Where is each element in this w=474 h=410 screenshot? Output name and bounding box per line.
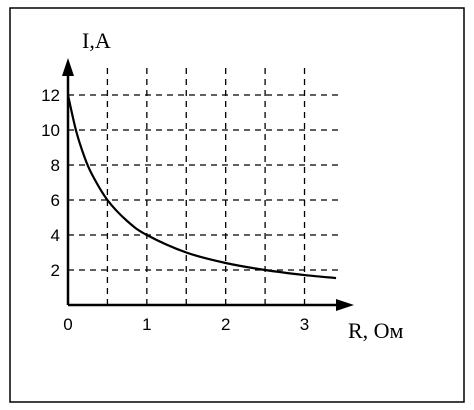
y-tick-label: 8 — [51, 156, 60, 175]
x-axis-label: R, Ом — [348, 318, 404, 343]
y-axis-arrow — [62, 58, 74, 76]
x-tick-label: 3 — [300, 315, 309, 334]
y-tick-label: 2 — [51, 261, 60, 280]
curve — [66, 94, 337, 280]
frame — [9, 7, 465, 403]
x-tick-label: 0 — [63, 315, 72, 334]
x-tick-label: 1 — [142, 315, 151, 334]
y-tick-label: 4 — [51, 226, 60, 245]
grid — [68, 68, 340, 305]
y-tick-label: 12 — [41, 86, 60, 105]
x-tick-label: 2 — [221, 315, 230, 334]
y-tick-label: 10 — [41, 121, 60, 140]
y-axis-label: I,A — [82, 28, 111, 53]
y-tick-label: 6 — [51, 191, 60, 210]
x-axis-arrow — [336, 299, 354, 311]
